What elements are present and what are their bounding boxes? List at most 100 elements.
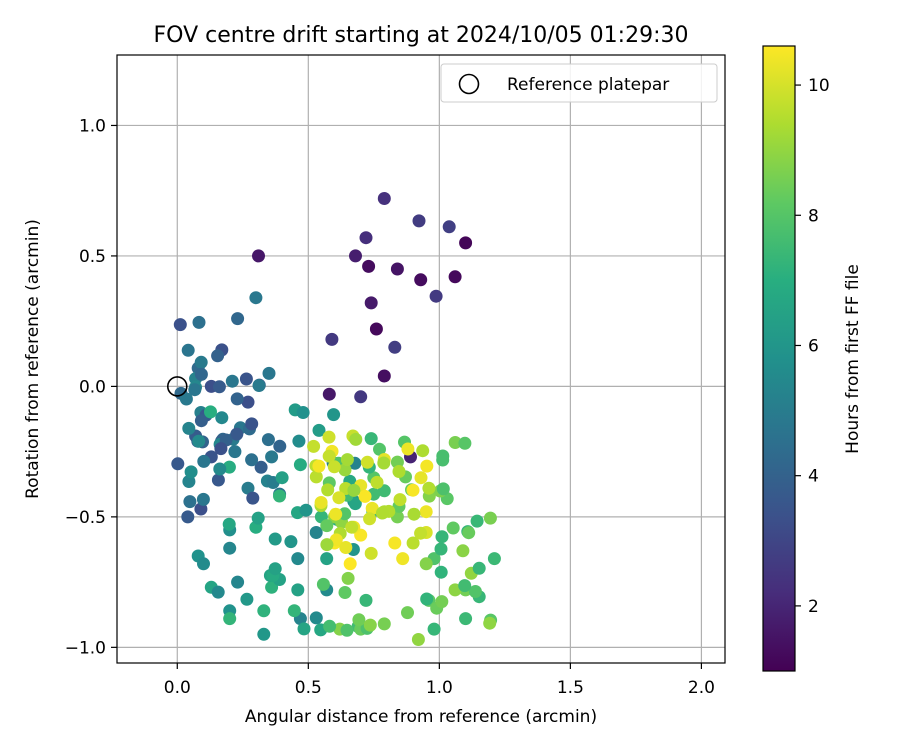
- data-point: [223, 541, 237, 555]
- data-point: [416, 444, 430, 458]
- data-point: [435, 595, 449, 609]
- data-point: [296, 406, 310, 419]
- data-point: [390, 262, 404, 276]
- data-point: [338, 586, 352, 599]
- data-point: [252, 249, 265, 263]
- x-axis-ticks: 0.0 0.5 1.0 1.5 2.0: [164, 663, 715, 698]
- data-point: [287, 604, 301, 618]
- data-point: [214, 442, 228, 456]
- data-point: [292, 434, 306, 448]
- data-point: [422, 481, 436, 495]
- data-point: [348, 497, 362, 511]
- data-point: [249, 291, 263, 305]
- data-point: [364, 432, 378, 446]
- data-point: [436, 482, 450, 496]
- data-points: [171, 192, 501, 646]
- data-point: [420, 459, 434, 473]
- data-point: [458, 436, 472, 450]
- y-axis-ticks: −1.0 −0.5 0.0 0.5 1.0: [65, 116, 117, 658]
- data-point: [192, 434, 206, 448]
- data-point: [230, 427, 244, 441]
- data-point: [487, 552, 501, 566]
- data-point: [241, 395, 255, 409]
- data-point: [429, 289, 443, 303]
- data-point: [261, 433, 275, 447]
- data-point: [320, 552, 334, 566]
- data-point: [343, 557, 357, 571]
- data-point: [388, 340, 402, 354]
- data-point: [204, 405, 217, 419]
- colorbar-ticks: 2 4 6 8 10: [795, 76, 830, 617]
- data-point: [340, 453, 354, 467]
- data-point: [468, 585, 482, 598]
- data-point: [406, 536, 420, 550]
- data-point: [307, 439, 321, 453]
- data-point: [360, 455, 374, 469]
- x-tick-label: 2.0: [688, 678, 715, 698]
- data-point: [194, 414, 208, 428]
- data-point: [246, 491, 260, 505]
- data-point: [365, 501, 379, 515]
- data-point: [230, 392, 244, 406]
- colorbar-tick-label: 2: [808, 597, 819, 617]
- data-point: [332, 491, 346, 505]
- x-axis-label: Angular distance from reference (arcmin): [245, 707, 597, 727]
- data-point: [320, 519, 334, 533]
- data-point: [211, 349, 225, 363]
- plot-area: [117, 55, 725, 663]
- data-point: [340, 623, 354, 637]
- data-point: [312, 459, 326, 473]
- y-tick-label: 1.0: [79, 116, 106, 136]
- reference-platepar-marker: [166, 376, 188, 397]
- data-point: [436, 453, 450, 467]
- data-point: [188, 383, 202, 397]
- data-point: [273, 489, 286, 503]
- y-tick-label: 0.5: [79, 247, 106, 267]
- data-point: [257, 604, 271, 618]
- data-point: [293, 458, 307, 472]
- data-point: [363, 618, 377, 632]
- data-point: [483, 616, 497, 630]
- data-point: [284, 535, 298, 549]
- data-point: [354, 390, 368, 404]
- data-point: [291, 583, 305, 597]
- data-point: [211, 473, 225, 487]
- data-point: [377, 192, 391, 205]
- data-point: [393, 493, 407, 507]
- colorbar-gradient: [762, 45, 796, 672]
- data-point: [448, 436, 462, 449]
- data-point: [470, 514, 484, 528]
- data-point: [184, 465, 198, 479]
- data-point: [245, 417, 259, 431]
- data-point: [388, 536, 402, 550]
- data-point: [240, 592, 254, 606]
- data-point: [446, 521, 460, 535]
- data-point: [369, 322, 383, 336]
- data-point: [309, 526, 323, 539]
- data-point: [173, 318, 187, 332]
- x-tick-label: 0.5: [295, 678, 322, 698]
- data-point: [275, 471, 289, 485]
- legend-reference-marker: [458, 73, 480, 95]
- plot-frame: [116, 54, 726, 664]
- x-tick-label: 0.0: [164, 678, 191, 698]
- colorbar-label: Hours from first FF file: [843, 264, 863, 454]
- data-point: [327, 460, 341, 474]
- y-tick-label: −0.5: [65, 508, 106, 528]
- data-point: [358, 489, 372, 503]
- data-point: [448, 270, 462, 284]
- data-point: [458, 579, 472, 593]
- data-point: [314, 496, 328, 509]
- data-point: [364, 296, 378, 310]
- data-point: [375, 506, 389, 520]
- data-point: [364, 546, 378, 560]
- data-point: [231, 312, 245, 326]
- data-point: [268, 562, 282, 576]
- data-point: [456, 544, 470, 558]
- data-point: [181, 343, 195, 357]
- data-point: [262, 366, 276, 380]
- data-point: [419, 505, 433, 519]
- colorbar-tick-label: 10: [808, 76, 830, 96]
- data-point: [435, 530, 449, 544]
